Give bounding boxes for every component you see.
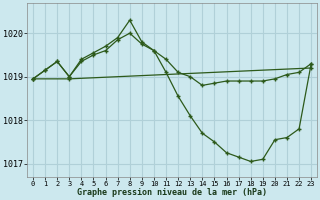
X-axis label: Graphe pression niveau de la mer (hPa): Graphe pression niveau de la mer (hPa) — [77, 188, 267, 197]
